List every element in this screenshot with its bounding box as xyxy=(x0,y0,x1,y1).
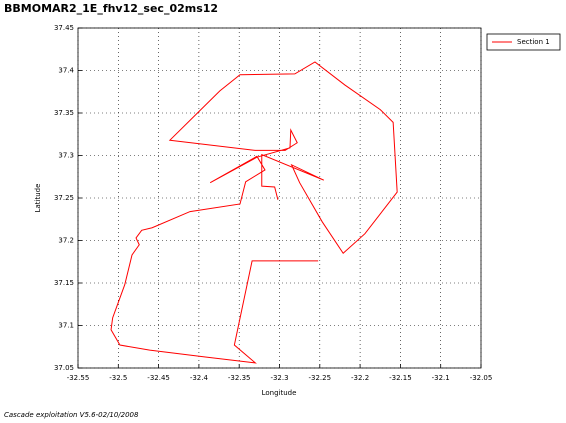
y-tick-label: 37.1 xyxy=(58,322,74,330)
y-tick-label: 37.4 xyxy=(58,67,74,75)
x-tick-label: -32.1 xyxy=(432,374,450,382)
y-tick-label: 37.35 xyxy=(54,109,74,117)
legend-box xyxy=(486,33,561,51)
x-axis-label: Longitude xyxy=(262,389,297,397)
x-tick-label: -32.25 xyxy=(309,374,332,382)
x-tick-label: -32.2 xyxy=(351,374,369,382)
y-tick-label: 37.2 xyxy=(58,237,74,245)
x-tick-label: -32.55 xyxy=(67,374,90,382)
x-tick-label: -32.15 xyxy=(389,374,412,382)
x-tick-label: -32.4 xyxy=(190,374,209,382)
chart-title: BBMOMAR2_1E_fhv12_sec_02ms12 xyxy=(4,2,218,15)
legend-label: Section 1 xyxy=(517,38,550,46)
y-tick-label: 37.15 xyxy=(54,279,74,287)
y-axis-label: Latitude xyxy=(34,184,42,213)
x-tick-label: -32.45 xyxy=(147,374,170,382)
x-tick-label: -32.3 xyxy=(270,374,288,382)
y-tick-label: 37.45 xyxy=(54,24,74,32)
data-line xyxy=(110,61,398,364)
footer: Cascade exploitation V5.6-02/10/2008 xyxy=(4,411,139,419)
plot-frame xyxy=(77,27,482,369)
x-tick-label: -32.05 xyxy=(470,374,493,382)
y-tick-label: 37.05 xyxy=(54,364,74,372)
y-tick-label: 37.3 xyxy=(58,152,74,160)
y-tick-label: 37.25 xyxy=(54,194,74,202)
x-tick-label: -32.35 xyxy=(228,374,251,382)
x-tick-label: -32.5 xyxy=(109,374,127,382)
